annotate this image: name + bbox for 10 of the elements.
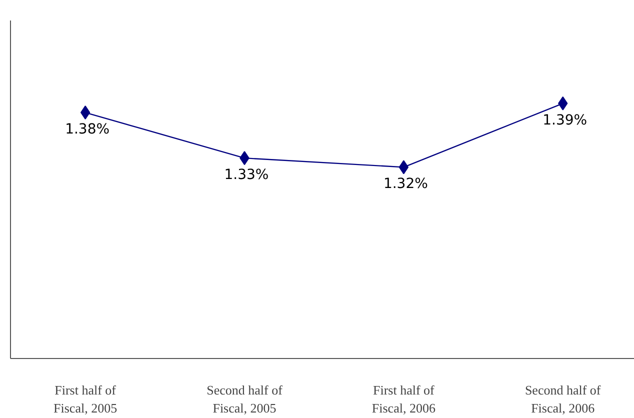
x-tick-label: First half of Fiscal, 2005 [54, 382, 118, 416]
x-tick-label: Second half of Fiscal, 2005 [206, 382, 284, 416]
point [398, 160, 409, 174]
data-label: 1.33% [224, 167, 269, 184]
x-tick-label: First half of Fiscal, 2006 [372, 382, 436, 416]
point [80, 106, 90, 120]
data-label: 1.38% [65, 122, 110, 138]
data-label: 1.32% [383, 176, 428, 192]
data-label: 1.39% [542, 112, 588, 128]
x-tick-label: Second half of Fiscal, 2006 [524, 382, 602, 416]
